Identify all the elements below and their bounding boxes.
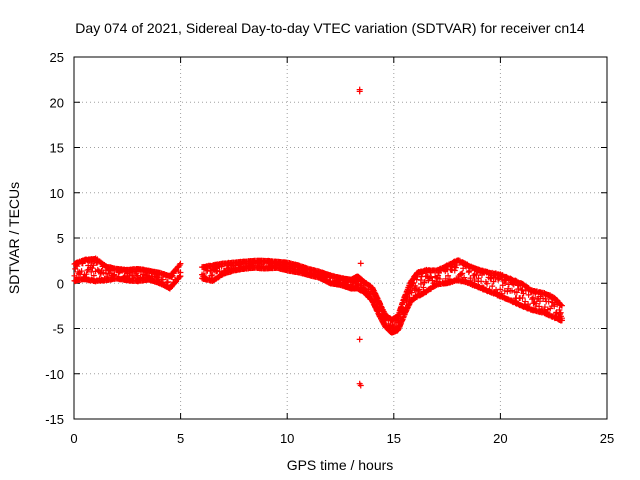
- data-point: [519, 294, 526, 301]
- data-point: [545, 298, 552, 305]
- x-tick-label: 0: [70, 431, 77, 446]
- data-point: [484, 280, 491, 287]
- y-tick-label: 10: [50, 186, 64, 201]
- data-point: [487, 275, 494, 282]
- data-point: [451, 267, 458, 274]
- x-axis-label: GPS time / hours: [287, 457, 394, 473]
- data-point: [177, 260, 184, 267]
- data-point: [164, 278, 171, 285]
- data-point: [467, 275, 474, 282]
- y-tick-label: 20: [50, 95, 64, 110]
- data-point: [78, 268, 85, 275]
- data-point: [471, 277, 478, 284]
- y-tick-label: 0: [57, 276, 64, 291]
- data-point: [177, 273, 184, 280]
- x-tick-label: 10: [280, 431, 294, 446]
- y-axis-label: SDTVAR / TECUs: [6, 182, 22, 294]
- data-point: [475, 275, 482, 282]
- data-point: [502, 279, 509, 286]
- data-point: [522, 298, 529, 305]
- data-point: [533, 300, 540, 307]
- data-point: [525, 291, 532, 298]
- data-point: [356, 336, 363, 343]
- data-point: [103, 270, 110, 277]
- data-point: [530, 294, 537, 301]
- data-point: [357, 382, 364, 389]
- data-point: [504, 288, 511, 295]
- data-point: [435, 272, 442, 279]
- data-point: [460, 265, 467, 272]
- grid: [74, 57, 607, 419]
- data-point: [83, 271, 90, 278]
- data-point: [89, 265, 96, 272]
- x-tick-label: 15: [387, 431, 401, 446]
- data-point: [209, 272, 216, 279]
- data-point: [357, 260, 364, 267]
- y-tick-label: 25: [50, 50, 64, 65]
- data-point: [558, 317, 565, 324]
- data-point: [432, 273, 439, 280]
- data-point: [428, 274, 435, 281]
- x-tick-label: 25: [600, 431, 614, 446]
- data-point: [513, 289, 520, 296]
- data-points: [71, 86, 565, 389]
- plot-frame: [73, 56, 608, 420]
- data-point: [445, 272, 452, 279]
- chart-title: Day 074 of 2021, Sidereal Day-to-day VTE…: [75, 20, 585, 36]
- data-point: [509, 287, 516, 294]
- data-point: [459, 270, 466, 277]
- x-tick-label: 5: [177, 431, 184, 446]
- data-point: [452, 264, 459, 271]
- data-point: [408, 289, 415, 296]
- data-point: [515, 285, 522, 292]
- data-point: [473, 272, 480, 279]
- y-tick-label: -15: [45, 412, 64, 427]
- data-point: [558, 302, 565, 309]
- data-point: [416, 286, 423, 293]
- data-point: [84, 267, 91, 274]
- data-point: [90, 272, 97, 279]
- data-point: [370, 286, 377, 293]
- data-point: [356, 86, 363, 93]
- data-point: [497, 286, 504, 293]
- data-point: [417, 281, 424, 288]
- data-point: [420, 284, 427, 291]
- data-point: [159, 276, 166, 283]
- y-tick-label: 15: [50, 141, 64, 156]
- x-tick-label: 20: [493, 431, 507, 446]
- axis-ticks: 0 5 10 15 20 25 -15 -10 -5 0 5 10 15 20 25: [45, 50, 614, 446]
- y-tick-label: -10: [45, 367, 64, 382]
- data-point: [489, 283, 496, 290]
- y-tick-label: -5: [52, 322, 64, 337]
- data-point: [421, 278, 428, 285]
- data-point: [90, 262, 97, 269]
- data-point: [519, 286, 526, 293]
- y-tick-label: 5: [57, 231, 64, 246]
